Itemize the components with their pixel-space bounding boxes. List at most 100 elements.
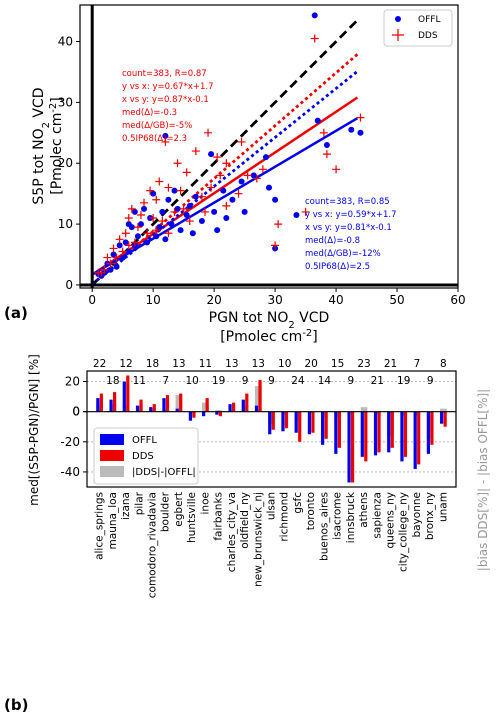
offl-bar <box>241 399 245 412</box>
scatter-plot-frame <box>79 4 459 289</box>
offl-point <box>223 215 230 222</box>
fit-line <box>91 70 359 286</box>
scatter-ticks: 0 10 20 30 40 50 60 0 10 20 30 40 <box>58 35 466 307</box>
dds-point <box>94 268 103 277</box>
offl-point <box>192 193 199 200</box>
offl-bar <box>387 411 391 453</box>
offl-bar <box>426 411 431 454</box>
offl-bar <box>334 411 338 454</box>
offl-stats-annotation: count=383, R=0.85 y vs x: y=0.59*x+1.7 x… <box>305 197 397 272</box>
offl-bar <box>122 381 126 412</box>
dds-point <box>185 217 194 226</box>
dds-point <box>243 171 252 180</box>
bar-legend-dds: DDS <box>132 451 154 462</box>
diff-bar <box>440 408 447 412</box>
offl-point <box>186 202 193 209</box>
offl-bar <box>268 411 272 435</box>
dds-bar <box>390 411 394 448</box>
bar-y-axis-label: med[(S5P-PGN)/PGN] [%] <box>27 354 41 506</box>
station-label: fairbanks <box>213 492 225 541</box>
x-tick-label: 20 <box>206 293 221 307</box>
offl-legend-swatch <box>100 434 124 445</box>
dds-point <box>118 247 127 256</box>
station-label: huntsville <box>186 492 198 543</box>
station-label: richmond <box>279 492 291 542</box>
x-tick-label: 10 <box>146 293 161 307</box>
offl-point <box>238 178 245 185</box>
offl-bar <box>360 411 364 457</box>
diff-bar <box>373 411 381 415</box>
dds-bar <box>231 402 236 412</box>
sample-count: 18 <box>146 358 159 370</box>
station-label: inoe <box>199 492 211 514</box>
offl-point <box>134 233 141 240</box>
bar-y-tick-label: -40 <box>60 465 80 479</box>
dds-bar <box>403 411 408 457</box>
offl-point <box>153 233 160 240</box>
dds-stat-line: count=383, R=0.87 <box>122 69 207 79</box>
sample-count: 13 <box>252 358 265 370</box>
diff-bar <box>400 411 408 417</box>
offl-bar <box>254 405 259 412</box>
offl-bar <box>96 398 100 412</box>
offl-bar <box>228 404 232 412</box>
dds-point <box>149 214 158 223</box>
sample-count: 9 <box>268 375 275 387</box>
sample-count: 15 <box>331 358 344 370</box>
diff-bar <box>268 411 275 424</box>
offl-bar <box>347 411 351 483</box>
dds-point <box>258 165 267 174</box>
dds-bar <box>271 411 275 430</box>
dds-bar <box>218 411 222 417</box>
dds-point <box>152 226 161 235</box>
offl-point <box>214 227 221 234</box>
offl-point <box>122 239 129 246</box>
dds-point <box>197 192 206 201</box>
sample-count: 8 <box>440 358 447 370</box>
offl-point <box>311 12 318 19</box>
station-label: innsbruck <box>345 491 357 543</box>
offl-point <box>119 254 126 261</box>
diff-bar <box>307 411 315 414</box>
station-label: charles_city_va <box>226 492 238 572</box>
dds-point <box>140 198 149 207</box>
panel-b-label: (b) <box>4 696 28 714</box>
dds-point <box>136 210 145 219</box>
offl-bar <box>162 398 166 412</box>
scatter-panel: 0 10 20 30 40 50 60 0 10 20 30 40 count=383, R=0.87… <box>4 4 466 345</box>
dds-point <box>170 207 179 216</box>
offl-point <box>266 184 272 191</box>
dds-stat-line: 0.5IP68(Δ)=2.3 <box>122 134 187 144</box>
offl-point <box>177 227 184 234</box>
y-tick-label: 0 <box>65 278 73 292</box>
dds-point <box>176 186 185 195</box>
bar-y-tick-label: 0 <box>72 405 80 419</box>
diff-bar <box>228 410 236 412</box>
bar-right-axis-label: |bias DDS[%]| - |bias OFFL[%]| <box>476 389 490 571</box>
offl-point <box>183 211 190 218</box>
sample-count: 13 <box>172 358 185 370</box>
dds-bar <box>324 411 328 439</box>
sample-count: 14 <box>318 375 332 387</box>
bar-plot-frame <box>86 370 457 488</box>
sample-count: 11 <box>199 358 212 370</box>
y-axis-label-line1: S5P tot NO2 VCD <box>31 87 52 204</box>
dds-point <box>124 214 133 223</box>
offl-point <box>250 172 257 179</box>
bar-y-tick-label: -20 <box>60 435 80 449</box>
dds-bar <box>430 411 434 445</box>
dds-point <box>161 137 170 146</box>
offl-bar <box>135 405 140 412</box>
station-label: izana <box>120 492 132 520</box>
x-axis-label-line1: PGN tot NO2 VCD <box>209 310 330 331</box>
sample-count: 10 <box>278 358 291 370</box>
offl-point <box>159 208 166 215</box>
station-label: bayonne <box>411 492 423 538</box>
diff-bar <box>188 411 196 415</box>
offl-bar <box>149 407 153 412</box>
dds-point <box>133 223 142 232</box>
sample-count: 21 <box>384 358 397 370</box>
station-label: boulder <box>160 491 172 532</box>
offl-point <box>125 221 132 228</box>
